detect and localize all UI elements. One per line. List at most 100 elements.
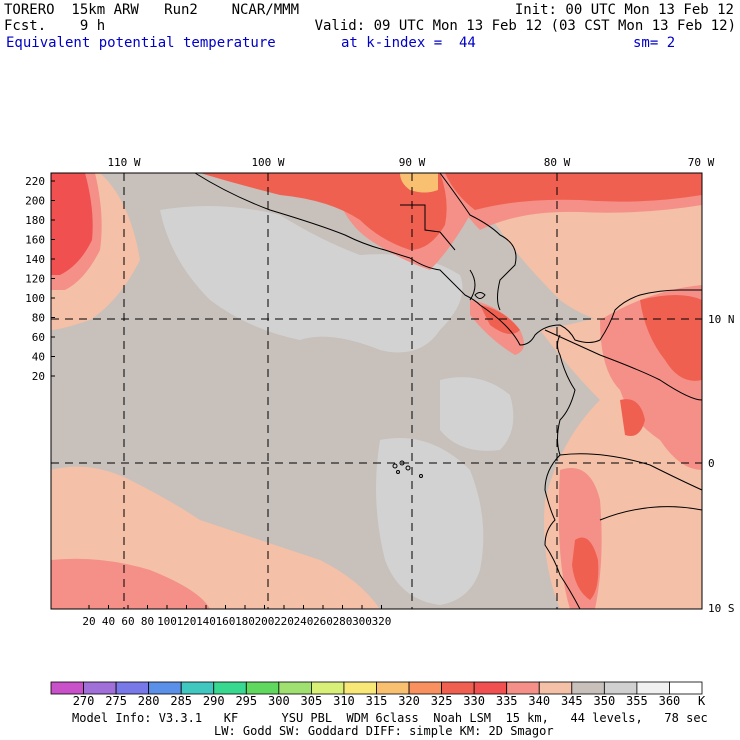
physics-info: LW: Godd SW: Goddard DIFF: simple KM: 2D… (214, 724, 554, 738)
colorbar-swatch (83, 681, 117, 695)
lon-label: 90 W (399, 156, 426, 169)
x-tick-label: 260 (313, 615, 333, 628)
galapagos-island (392, 463, 398, 469)
y-tick-label: 220 (25, 175, 45, 188)
lon-label: 110 W (107, 156, 140, 169)
lat-label: 10 S (708, 602, 735, 615)
x-tick-label: 200 (255, 615, 275, 628)
galapagos-island (419, 474, 423, 478)
grey-patch (376, 438, 484, 605)
x-tick-label: 300 (352, 615, 372, 628)
x-tick-label: 80 (141, 615, 154, 628)
yellow-peak (400, 173, 438, 193)
colorbar-swatch (441, 681, 475, 695)
model-info: Model Info: V3.3.1 KF YSU PBL WDM 6class… (72, 711, 708, 725)
galapagos-island (396, 470, 400, 474)
x-tick-label: 240 (294, 615, 314, 628)
red-region (445, 173, 702, 210)
colorbar-swatch (571, 681, 605, 695)
y-tick-label: 60 (32, 331, 45, 344)
graticule (51, 173, 702, 609)
x-tick-label: 280 (333, 615, 353, 628)
forecast-hour: Fcst. 9 h (4, 18, 106, 34)
y-tick-label: 80 (32, 312, 45, 325)
y-tick-label: 160 (25, 234, 45, 247)
x-tick-label: 20 (82, 615, 95, 628)
colorbar-labels: 270 275 280 285 290 295 300 305 310 315 320 325 330 3… (73, 694, 681, 708)
colorbar-label: 305 (301, 694, 323, 708)
y-tick-label: 120 (25, 273, 45, 286)
y-tick-label: 140 (25, 253, 45, 266)
y-tick-label: 100 (25, 292, 45, 305)
init-time: Init: 00 UTC Mon 13 Feb 12 (514, 2, 734, 18)
coastline-lake (474, 292, 486, 299)
colorbar-swatch (538, 681, 573, 695)
map-field (51, 173, 702, 609)
grey-patch (440, 377, 514, 451)
colorbar-swatch (636, 681, 670, 695)
y-tick-label: 180 (25, 214, 45, 227)
x-tick-label: 180 (235, 615, 255, 628)
colorbar-swatch (278, 681, 312, 695)
colorbar-swatch (408, 681, 442, 695)
colorbar-swatch (669, 681, 703, 695)
coastline-mexico (194, 172, 411, 259)
y-tick-label: 40 (32, 351, 45, 364)
smoothing: sm= 2 (633, 35, 676, 51)
y-tick-label: 20 (32, 370, 45, 383)
colorbar-label: 290 (203, 694, 225, 708)
colorbar-label: 335 (496, 694, 518, 708)
lon-label: 70 W (688, 156, 715, 169)
colorbar-swatch (115, 681, 150, 695)
colorbar-swatch (50, 681, 84, 695)
colorbar-swatch (343, 681, 377, 695)
valid-time: Valid: 09 UTC Mon 13 Feb 12 (03 CST Mon … (314, 18, 736, 34)
coastline-caribbean (439, 172, 517, 311)
grey-patch (160, 206, 463, 353)
colorbar-label: 280 (138, 694, 160, 708)
field-name: Equivalent potential temperature (6, 35, 276, 51)
x-tick-label: 100 (157, 615, 177, 628)
x-tick-label: 120 (177, 615, 197, 628)
colorbar-swatch (376, 681, 410, 695)
colorbar-unit: K (698, 694, 706, 708)
model-title: TORERO 15km ARW Run2 NCAR/MMM (4, 2, 300, 18)
colorbar-label: 355 (626, 694, 648, 708)
coastlines (194, 172, 703, 610)
border-lines (400, 204, 703, 521)
red-region (200, 173, 447, 250)
colorbar-swatch (603, 681, 638, 695)
lon-label: 80 W (544, 156, 571, 169)
colorbar-label: 350 (594, 694, 616, 708)
colorbar-label: 320 (398, 694, 420, 708)
lon-labels: 110 W 100 W 90 W 80 W 70 W (107, 156, 714, 169)
colorbar-swatch (506, 681, 540, 695)
colorbar-swatch (148, 681, 182, 695)
coastline-south-america (544, 334, 581, 610)
colorbar-label: 330 (463, 694, 485, 708)
colorbar (50, 681, 703, 695)
x-axis-ticks: 20 40 60 80 100 120 140 160 180 200 220 240 260 280 30… (82, 605, 391, 628)
colorbar-label: 295 (235, 694, 257, 708)
y-tick-label: 200 (25, 195, 45, 208)
colorbar-swatch (213, 681, 247, 695)
lat-label: 0 (708, 457, 715, 470)
x-tick-label: 320 (372, 615, 392, 628)
map-frame (50, 172, 703, 610)
colorbar-label: 340 (528, 694, 550, 708)
galapagos-island (405, 465, 411, 471)
colorbar-label: 310 (333, 694, 355, 708)
y-axis-ticks: 220 200 180 160 140 120 100 80 60 40 20 (25, 175, 55, 383)
x-tick-label: 220 (274, 615, 294, 628)
x-tick-label: 140 (196, 615, 216, 628)
colorbar-label: 360 (659, 694, 681, 708)
pink-region (51, 558, 210, 609)
colorbar-label: 345 (561, 694, 583, 708)
colorbar-label: 285 (170, 694, 192, 708)
colorbar-label: 300 (268, 694, 290, 708)
colorbar-swatch (310, 681, 345, 695)
colorbar-label: 275 (105, 694, 127, 708)
level-index: at k-index = 44 (341, 35, 476, 51)
lat-labels: 10 N 0 10 S (708, 313, 735, 615)
